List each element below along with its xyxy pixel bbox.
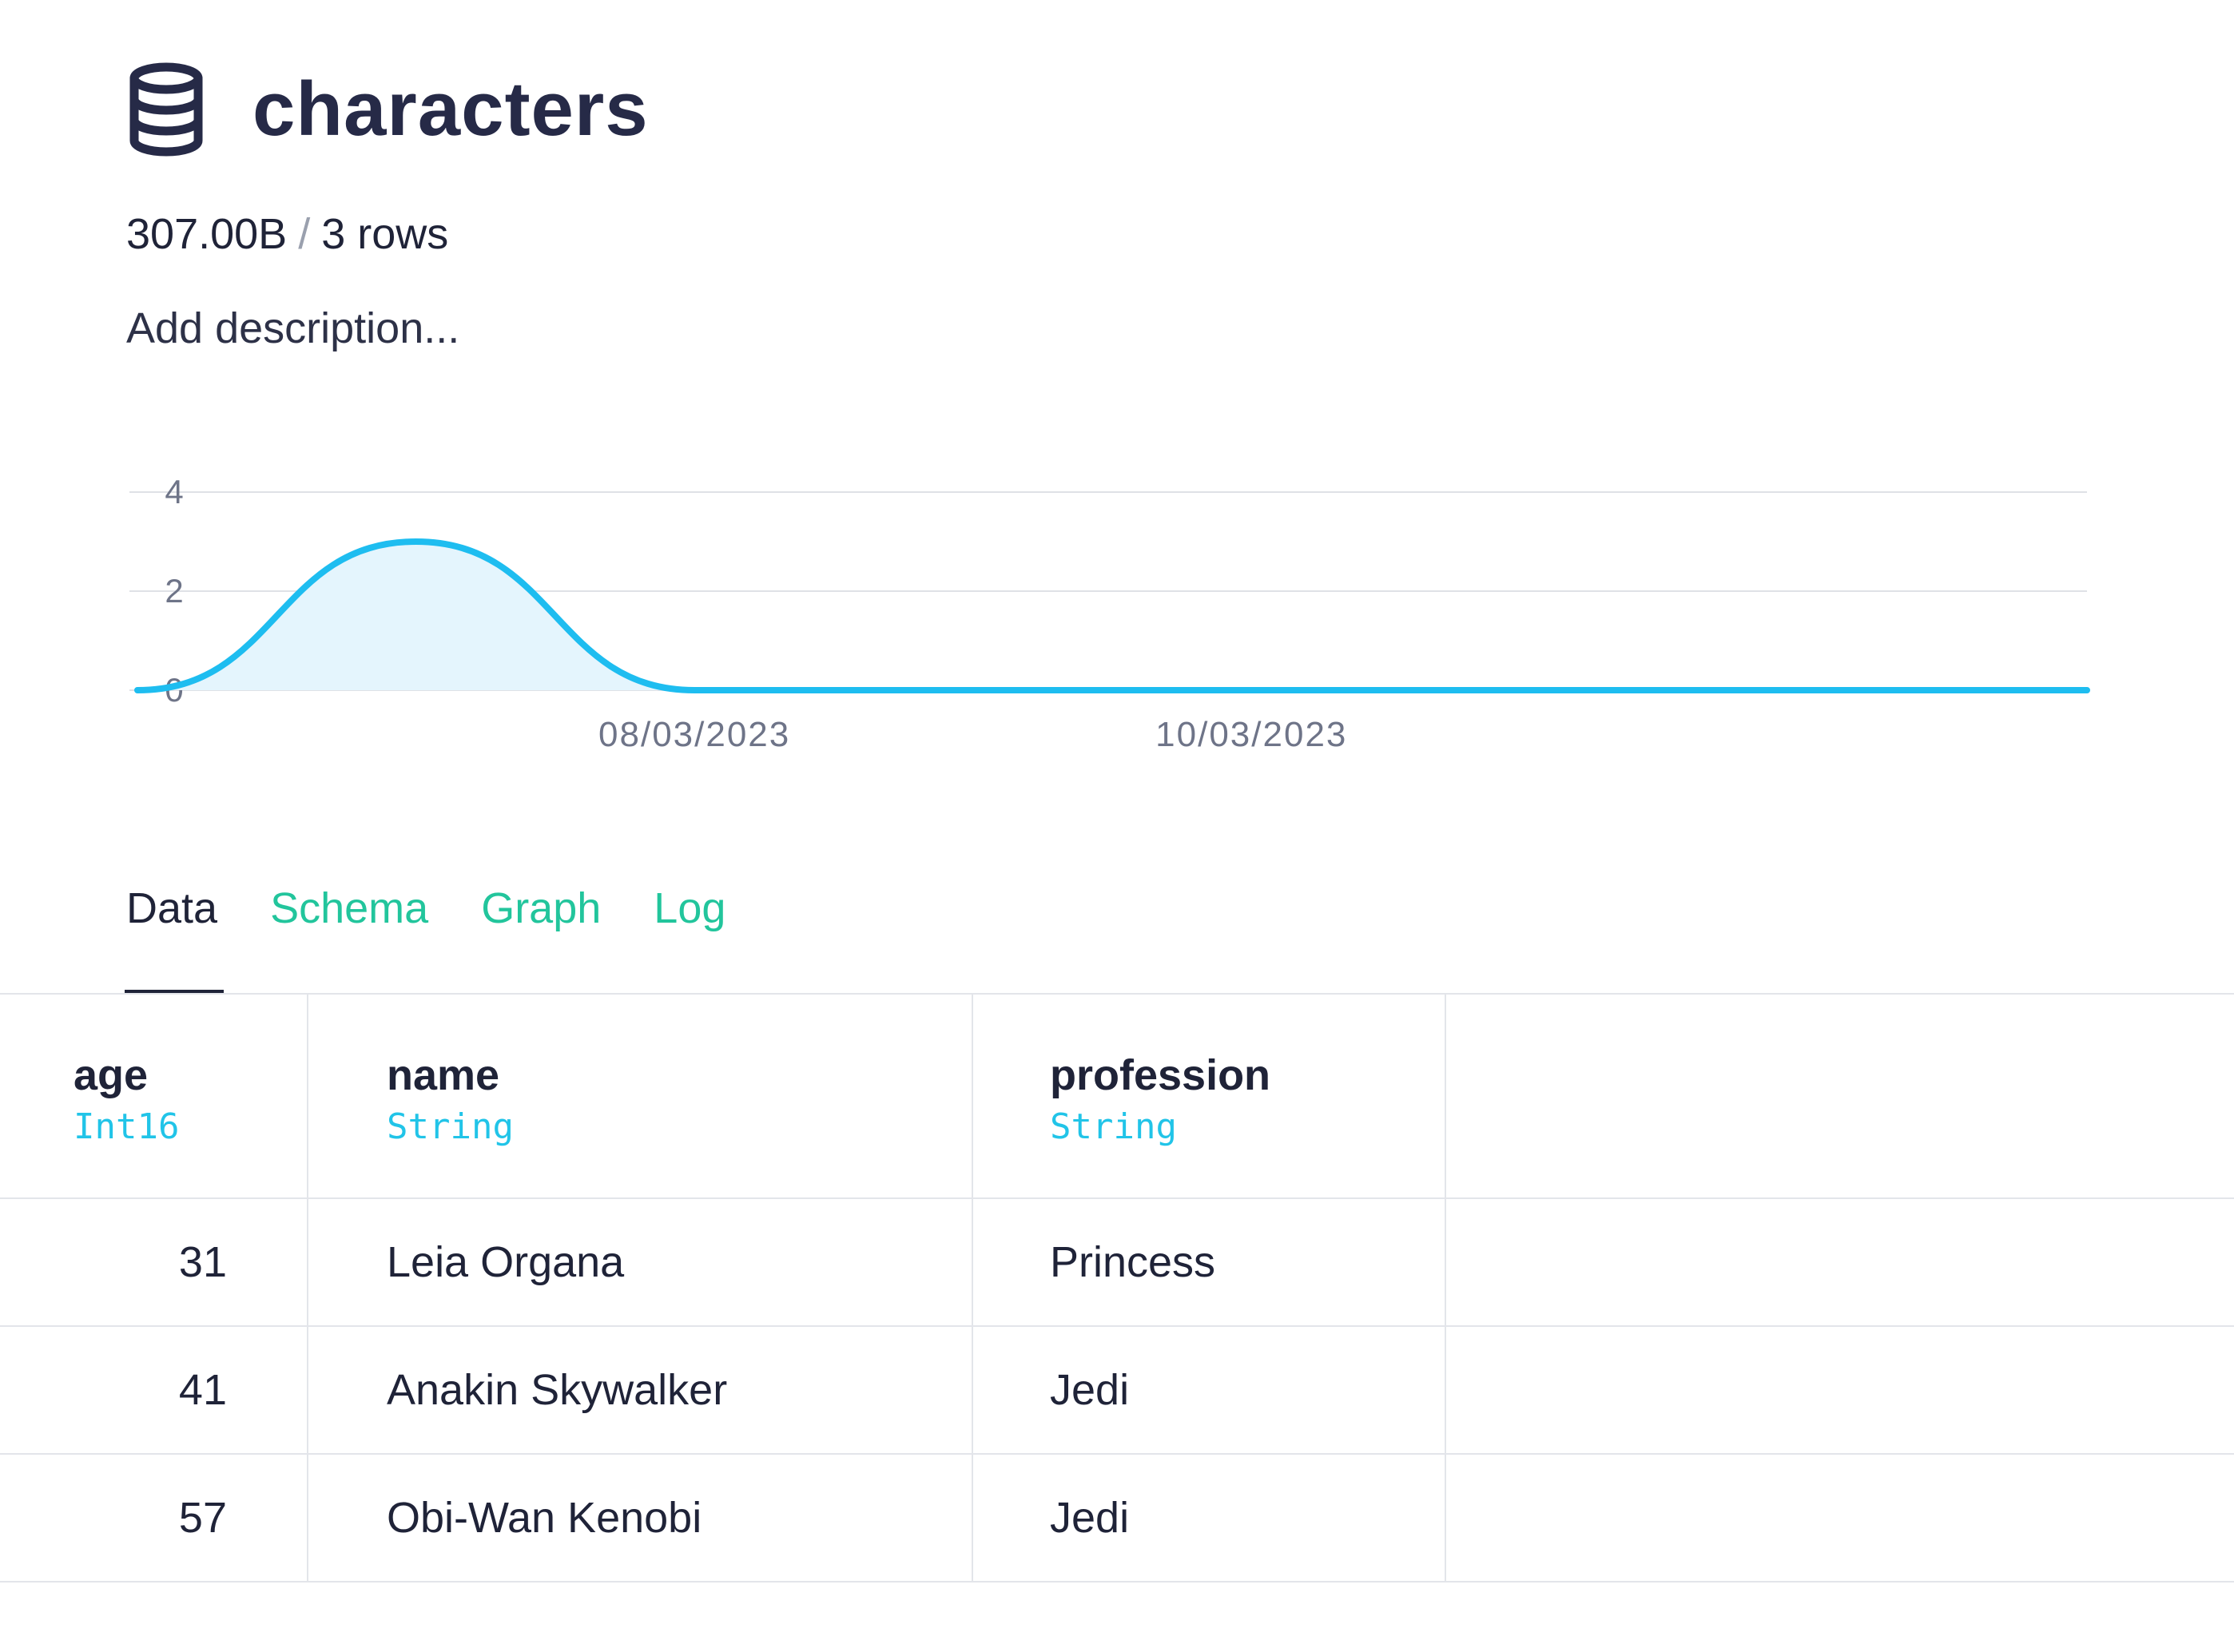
cell-name: Leia Organa [308, 1199, 973, 1325]
cell-age: 57 [0, 1455, 308, 1581]
cell-value: Jedi [1050, 1366, 1130, 1414]
active-tab-indicator [125, 990, 224, 993]
database-icon [129, 62, 203, 157]
chart-area-fill [137, 542, 2087, 690]
cell-value: Obi-Wan Kenobi [387, 1494, 702, 1542]
cell-name: Obi-Wan Kenobi [308, 1455, 973, 1581]
tab-schema[interactable]: Schema [270, 884, 429, 932]
column-header-profession[interactable]: profession String [973, 995, 1446, 1197]
chart-y-ticks: 024 [165, 473, 183, 709]
cell-profession: Jedi [973, 1455, 1446, 1581]
description-field[interactable]: Add description... [126, 304, 460, 352]
column-name: age [74, 1051, 149, 1099]
table-stats: 307.00B/3 rows [126, 209, 448, 259]
column-name: name [387, 1051, 500, 1099]
column-header-name[interactable]: name String [308, 995, 973, 1197]
empty-header-cell [1446, 995, 2234, 1197]
empty-cell [1446, 1199, 2234, 1325]
column-name: profession [1050, 1051, 1271, 1099]
column-header-age[interactable]: age Int16 [0, 995, 308, 1197]
cell-name: Anakin Skywalker [308, 1327, 973, 1453]
empty-cell [1446, 1455, 2234, 1581]
tab-graph[interactable]: Graph [481, 884, 602, 932]
table-size: 307.00B [126, 210, 288, 258]
empty-cell [1446, 1327, 2234, 1453]
cell-value: Princess [1050, 1238, 1216, 1286]
column-type: String [1050, 1106, 1177, 1147]
page-title: characters [252, 66, 649, 152]
cell-profession: Princess [973, 1199, 1446, 1325]
cell-value: Leia Organa [387, 1238, 625, 1286]
chart-x-ticks: 08/03/2023 10/03/2023 [598, 715, 1347, 754]
cell-age: 41 [0, 1327, 308, 1453]
table-row[interactable]: 57 Obi-Wan Kenobi Jedi [0, 1455, 2234, 1583]
tab-log[interactable]: Log [654, 884, 726, 932]
table-row[interactable]: 31 Leia Organa Princess [0, 1199, 2234, 1327]
table-header-row: age Int16 name String profession String [0, 995, 2234, 1199]
chart-series-line [134, 538, 2090, 693]
cell-value: 57 [178, 1494, 227, 1542]
data-table: age Int16 name String profession String … [0, 995, 2234, 1583]
table-row[interactable]: 41 Anakin Skywalker Jedi [0, 1327, 2234, 1455]
cell-profession: Jedi [973, 1327, 1446, 1453]
column-type: Int16 [74, 1106, 180, 1147]
chart-x-tick-label: 10/03/2023 [1155, 715, 1347, 754]
stats-separator: / [298, 210, 311, 258]
page-header: characters [126, 62, 649, 157]
tab-data[interactable]: Data [126, 884, 218, 932]
cell-age: 31 [0, 1199, 308, 1325]
tabs-divider [0, 993, 2234, 995]
column-type: String [387, 1106, 514, 1147]
cell-value: Jedi [1050, 1494, 1130, 1542]
cell-value: 31 [178, 1238, 227, 1286]
row-count: 3 rows [321, 210, 449, 258]
chart-y-tick-label: 4 [165, 473, 183, 510]
chart-x-tick-label: 08/03/2023 [598, 715, 790, 754]
cell-value: 41 [178, 1366, 227, 1414]
chart-y-tick-label: 2 [165, 572, 183, 610]
cell-value: Anakin Skywalker [387, 1366, 728, 1414]
tab-bar: Data Schema Graph Log [126, 884, 725, 939]
